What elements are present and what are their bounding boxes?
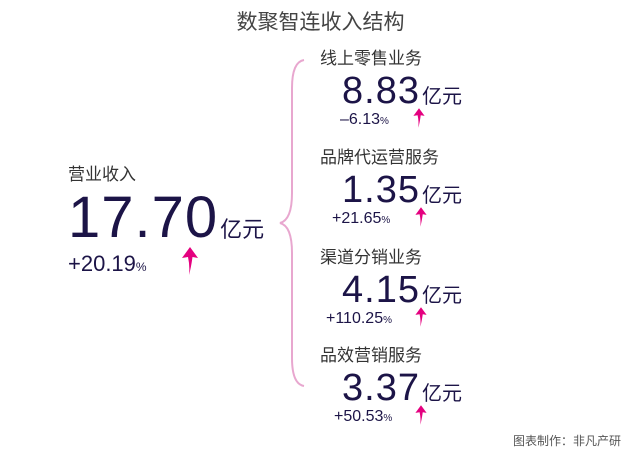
segment-3: 品效营销服务 3.37 亿元 +50.53% bbox=[320, 341, 462, 430]
segment-value-row: 8.83 亿元 bbox=[342, 71, 462, 111]
total-change-unit: % bbox=[135, 260, 147, 274]
up-arrow-icon bbox=[415, 207, 427, 227]
segment-value-row: 4.15 亿元 bbox=[342, 270, 462, 310]
segment-unit: 亿元 bbox=[421, 383, 462, 405]
segment-change: +21.65 bbox=[332, 210, 382, 227]
segment-name: 品效营销服务 bbox=[320, 346, 422, 365]
segment-value-row: 1.35 亿元 bbox=[342, 170, 462, 210]
segment-change-unit: % bbox=[383, 315, 392, 326]
total-value-row: 17.70亿元 bbox=[68, 189, 264, 247]
segment-unit: 亿元 bbox=[421, 86, 462, 108]
chart-title: 数聚智连收入结构 bbox=[236, 11, 405, 34]
segment-0: 线上零售业务 8.83 亿元 –6.13% bbox=[320, 44, 462, 133]
up-arrow-icon bbox=[415, 405, 427, 425]
segment-value-row: 3.37 亿元 bbox=[342, 368, 462, 408]
total-change: +20.19 bbox=[68, 251, 136, 276]
segment-2: 渠道分销业务 4.15 亿元 +110.25% bbox=[320, 243, 462, 332]
total-unit: 亿元 bbox=[220, 217, 265, 242]
segment-change: +50.53 bbox=[334, 408, 384, 425]
segment-value: 4.15 bbox=[342, 269, 420, 311]
segment-change: –6.13 bbox=[340, 111, 381, 128]
segment-change-unit: % bbox=[383, 413, 393, 424]
segment-name: 品牌代运营服务 bbox=[320, 148, 439, 167]
segment-change-row: –6.13% bbox=[340, 108, 462, 133]
segment-unit: 亿元 bbox=[421, 185, 462, 207]
segment-change-row: +21.65% bbox=[332, 207, 462, 232]
segment-name: 渠道分销业务 bbox=[320, 248, 422, 267]
up-arrow-icon bbox=[182, 247, 198, 275]
total-revenue-block: 营业收入 17.70亿元 +20.19% bbox=[68, 160, 264, 281]
chart-credit: 图表制作：非凡产研 bbox=[512, 434, 621, 448]
total-change-row: +20.19% bbox=[68, 247, 264, 281]
segment-change-unit: % bbox=[380, 116, 389, 127]
segment-name: 线上零售业务 bbox=[320, 49, 422, 68]
total-value: 17.70 bbox=[68, 185, 219, 250]
segment-value: 8.83 bbox=[342, 70, 420, 112]
up-arrow-icon bbox=[413, 108, 425, 128]
segment-change: +110.25 bbox=[326, 310, 384, 327]
segment-change-row: +110.25% bbox=[326, 307, 462, 332]
segment-change-unit: % bbox=[381, 215, 391, 226]
segment-change-row: +50.53% bbox=[334, 405, 462, 430]
up-arrow-icon bbox=[415, 307, 427, 327]
segment-unit: 亿元 bbox=[421, 285, 462, 307]
segment-1: 品牌代运营服务 1.35 亿元 +21.65% bbox=[320, 143, 462, 232]
brace-connector bbox=[279, 59, 305, 387]
segment-value: 3.37 bbox=[342, 367, 420, 409]
total-label: 营业收入 bbox=[68, 165, 136, 184]
segment-value: 1.35 bbox=[342, 169, 420, 211]
